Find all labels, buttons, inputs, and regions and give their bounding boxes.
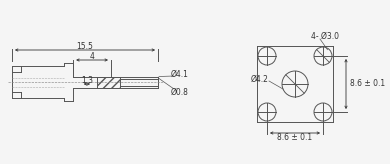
Text: Ø4.1: Ø4.1 — [171, 70, 189, 79]
Bar — [97, 76, 121, 88]
Text: Ø4.2: Ø4.2 — [251, 74, 269, 83]
Text: 1.3: 1.3 — [81, 76, 93, 85]
Text: 8.6 ± 0.1: 8.6 ± 0.1 — [277, 133, 312, 142]
Text: 15.5: 15.5 — [76, 42, 94, 51]
Text: 8.6 ± 0.1: 8.6 ± 0.1 — [351, 80, 386, 89]
Text: Ø0.8: Ø0.8 — [171, 88, 189, 96]
Text: 4- Ø3.0: 4- Ø3.0 — [311, 31, 339, 41]
Text: 4: 4 — [90, 52, 94, 61]
